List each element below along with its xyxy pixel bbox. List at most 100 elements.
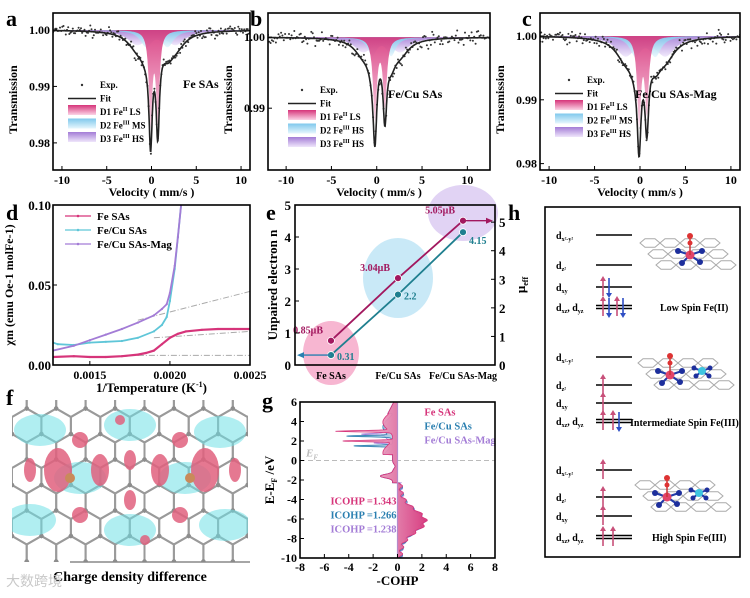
carbon-atom [98, 585, 102, 589]
carbon-atom [83, 457, 88, 462]
data-label: 3.04μB [360, 263, 390, 274]
charge-accumulation-region [151, 454, 169, 486]
exp-data-point [424, 35, 427, 38]
exp-data-point [594, 35, 597, 38]
text-span: III [610, 129, 618, 135]
carbon-atom [201, 355, 205, 359]
nitrogen-atom [652, 490, 658, 496]
x-tick-label: 8 [492, 560, 498, 574]
graphene-ring [653, 380, 675, 390]
carbon-atom [275, 381, 279, 385]
exp-data-point [724, 39, 727, 41]
graphene-ring [650, 502, 672, 512]
nitrogen-atom [677, 379, 683, 385]
plot-frame [299, 401, 496, 559]
icohp-value: ICOHP =1.343 [330, 496, 396, 507]
carbon-atom [68, 431, 74, 437]
y-tick-label: 3 [285, 262, 292, 277]
exp-data-point [541, 40, 544, 43]
x-tick-label: 0 [637, 173, 643, 187]
carbon-atom [216, 381, 220, 385]
exp-data-point [707, 42, 709, 45]
legend-d1-swatch [288, 110, 316, 120]
text-span: D2 Fe [100, 121, 123, 131]
carbon-atom [260, 508, 264, 512]
carbon-atom [260, 559, 264, 563]
carbon-atom [275, 585, 279, 589]
series-point [168, 291, 172, 295]
exp-data-point [457, 41, 460, 44]
graphene-ring [657, 358, 679, 368]
orbital-label: dz² [556, 493, 566, 505]
exp-data-point [567, 32, 570, 35]
legend-exp-marker [80, 83, 84, 87]
legend-d3-swatch [68, 132, 96, 142]
charge-accumulation-region [172, 507, 188, 523]
x-tick-label: 0 [374, 173, 380, 187]
carbon-atom [171, 457, 177, 462]
legend-label: Exp. [100, 80, 118, 90]
legend-label: D1 FeII LS [100, 107, 141, 117]
y-tick-label: 0.99 [244, 101, 265, 115]
exp-data-point [618, 60, 621, 63]
legend-label: Fe/Cu SAs [97, 225, 148, 237]
x-tick-label: 0.0020 [153, 368, 186, 382]
nitrogen-atom [656, 502, 662, 508]
legend-d1-swatch [68, 105, 96, 115]
panel-letter: b [250, 6, 262, 31]
exp-data-point [595, 42, 598, 45]
series-point [136, 321, 139, 324]
exp-data-point [204, 36, 207, 39]
data-label: 5.05μB [425, 206, 455, 217]
exp-data-point [397, 58, 399, 61]
exp-data-point [195, 32, 198, 35]
series-point [120, 339, 123, 343]
text-span: F [313, 454, 318, 462]
fit-line [268, 36, 490, 148]
exp-data-point [471, 39, 474, 42]
exp-data-point [696, 44, 699, 47]
text-span: ) [203, 380, 207, 395]
series-point [216, 327, 220, 331]
exp-data-point [132, 45, 135, 48]
y-tick-label: 0.98 [29, 136, 50, 150]
text-span: yz [578, 539, 584, 545]
exp-data-point [281, 34, 284, 37]
y-tick-label: 0 [291, 454, 297, 468]
data-label: 0.31 [337, 352, 355, 363]
carbon-atom [112, 406, 118, 411]
exp-data-point [218, 32, 221, 35]
exp-data-point [584, 33, 586, 36]
x-tick-label: -6 [319, 560, 329, 574]
carbon-atom [275, 534, 279, 538]
exp-data-point [77, 26, 80, 29]
graphene-ring [673, 380, 695, 390]
exp-data-point [320, 31, 323, 34]
carbon-atom [304, 585, 308, 589]
series-point [176, 332, 180, 335]
carbon-atom [304, 381, 308, 385]
graphene-bond [231, 534, 248, 562]
carbon-atom [216, 381, 220, 385]
series-point [184, 330, 188, 333]
text-span: xz [562, 309, 568, 315]
exp-data-point [682, 41, 685, 44]
charge-accumulation-region [44, 448, 72, 492]
exp-data-point [306, 42, 309, 45]
legend-marker [76, 228, 80, 232]
legend-d3-swatch [555, 127, 583, 137]
exp-data-point [196, 36, 199, 39]
exp-data-point [436, 36, 439, 39]
exp-data-point [225, 32, 228, 35]
arrow-up-icon [600, 486, 606, 491]
text-span: z² [562, 387, 567, 393]
graphene-ring [647, 249, 669, 259]
arrow-down-icon [616, 427, 622, 432]
graphene-ring [713, 380, 735, 390]
legend-label: Fe/Cu SAs-Mag [97, 239, 172, 251]
fit-line [540, 35, 740, 158]
x-tick-label: 5 [682, 173, 688, 187]
y-tick-label: 0.99 [29, 79, 50, 93]
watermark: 大数跨境 [6, 574, 62, 590]
exp-data-point [83, 28, 86, 31]
